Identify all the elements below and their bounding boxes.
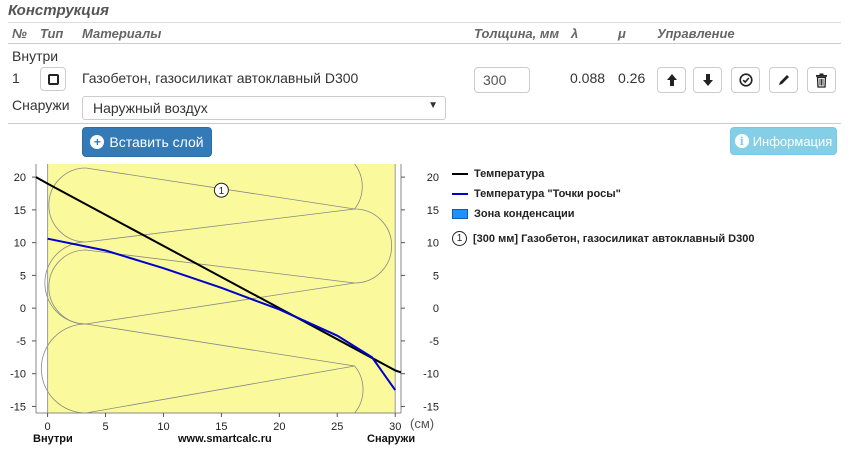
layer-badge: 1 [452,231,467,246]
caret-down-icon: ▼ [428,100,438,111]
thickness-input[interactable] [474,67,530,93]
header-lambda: λ [571,26,579,41]
section-title: Конструкция [8,2,109,19]
header-divider [8,43,841,44]
legend-dew-point: Температура "Точки росы" [452,188,621,200]
header-mu: μ [618,26,626,41]
y-tick-label-left: 20 [14,172,26,184]
material-pattern-loops [40,163,363,414]
layer-lambda: 0.088 [570,70,606,86]
y-tick-label-right: 5 [433,270,439,282]
legend-layer: 1 [300 мм] Газобетон, газосиликат автокл… [452,231,754,246]
y-tick-label-left: 0 [20,303,26,315]
info-button[interactable]: i Информация [730,127,837,155]
header-num: № [12,26,27,41]
pencil-icon [778,75,789,85]
outside-environment-select[interactable]: Наружный воздух ▼ [82,96,446,120]
arrow-down-icon [702,74,713,86]
legend-temperature: Температура [452,168,544,180]
info-circle-icon: i [734,134,749,148]
header-control: Управление [657,26,735,41]
y-tick-label-right: 15 [427,205,439,217]
plus-circle-icon: + [90,135,105,149]
temperature-chart: 1 20 20 15 15 10 10 5 5 0 0 -5 -5 -10 -10 -15 -15 0 5 10 15… [10,163,439,433]
insert-layer-label: Вставить слой [109,134,204,150]
delete-layer-button[interactable] [807,67,836,93]
x-tick-label: 5 [102,421,108,433]
y-tick-label-left: -15 [10,401,26,413]
x-tick-label: 20 [273,421,285,433]
y-tick-label-right: 0 [433,303,439,315]
layer-number: 1 [12,70,20,86]
y-tick-label-left: -5 [16,336,26,348]
header-type: Тип [40,26,64,41]
trash-icon [816,73,827,88]
edit-layer-button[interactable] [769,67,798,93]
header-materials: Материалы [82,26,162,41]
chart-outside-label: Снаружи [367,433,416,445]
info-label: Информация [752,133,833,149]
y-tick-label-right: -5 [429,336,439,348]
header-thickness: Толщина, мм [474,26,560,41]
insert-layer-button[interactable]: + Вставить слой [82,127,212,157]
x-tick-label: 30 [389,421,401,433]
title-divider [8,22,841,23]
chart-site-label: www.smartcalc.ru [178,433,272,445]
check-circle-icon [738,73,753,87]
row-divider [8,123,841,124]
legend-condensation: Зона конденсации [452,208,575,220]
legend-layer-label: [300 мм] Газобетон, газосиликат автоклав… [473,232,755,245]
condensation-swatch [452,209,468,219]
chart-inside-label: Внутри [33,433,73,445]
series-line-2 [47,237,397,391]
outside-label: Снаружи [12,97,70,113]
material-pattern [48,167,392,414]
layer-badge-text: 1 [219,186,225,197]
layer-badge-marker [213,182,229,198]
y-tick-label-left: 5 [20,270,26,282]
legend-condensation-label: Зона конденсации [474,208,575,220]
y-tick-label-left: -10 [10,369,26,381]
layer-material: Газобетон, газосиликат автоклавный D300 [82,70,359,86]
y-tick-label-left: 15 [14,205,26,217]
x-tick-label: 15 [215,421,227,433]
y-tick-label-right: 10 [427,238,439,250]
x-tick-label: 25 [331,421,343,433]
y-tick-label-left: 10 [14,238,26,250]
legend-dew-point-label: Температура "Точки росы" [474,188,621,200]
y-tick-label-right: 20 [427,172,439,184]
layer-type-button[interactable] [40,67,66,91]
temperature-swatch [452,173,468,175]
x-tick-label: 10 [157,421,169,433]
arrow-up-icon [666,74,677,86]
select-layer-button[interactable] [731,67,760,93]
y-tick-label-right: -10 [423,369,439,381]
legend-temperature-label: Температура [474,168,545,180]
x-tick-label: 0 [45,421,51,433]
dew-point-swatch [452,193,468,195]
square-icon [47,73,59,85]
outside-environment-value: Наружный воздух [93,100,208,116]
chart-unit-label: (см) [410,416,435,431]
y-tick-label-right: -15 [423,401,439,413]
move-up-button[interactable] [657,67,686,93]
inside-label: Внутри [12,48,59,64]
move-down-button[interactable] [693,67,722,93]
series-line-1 [35,176,402,374]
layer-mu: 0.26 [618,70,646,86]
